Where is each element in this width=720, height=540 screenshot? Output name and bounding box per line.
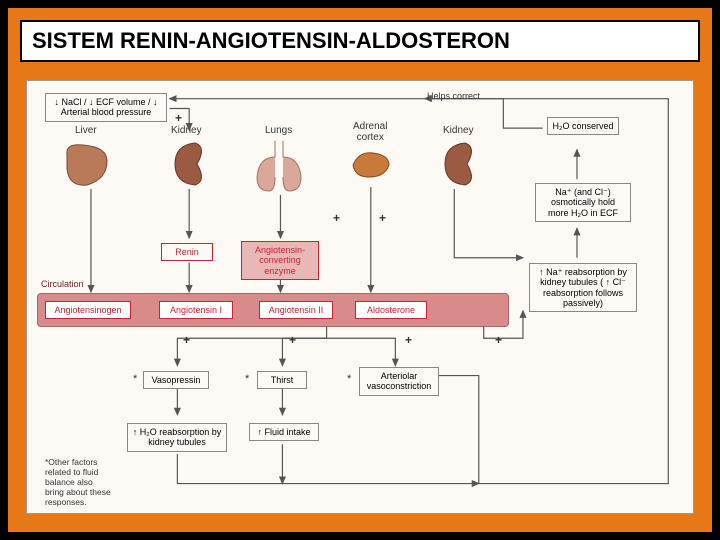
h2o-text: ↑ H₂O reabsorption by kidney tubules (133, 427, 222, 447)
stimulus-box: ↓ NaCl / ↓ ECF volume / ↓ Arterial blood… (45, 93, 167, 122)
liver-icon (63, 139, 111, 189)
thirst-text: Thirst (271, 375, 294, 385)
circulation-label: Circulation (41, 279, 84, 289)
stimulus-text: ↓ NaCl / ↓ ECF volume / ↓ Arterial blood… (54, 97, 157, 117)
plus-3: + (379, 211, 386, 225)
hold-text: Na⁺ (and Cl⁻) osmotically hold more H₂O … (548, 187, 618, 218)
label-kidney: Kidney (171, 125, 202, 136)
label-liver: Liver (75, 125, 97, 136)
ace-box: Angiotensin- converting enzyme (241, 241, 319, 280)
footnote: *Other factors related to fluid balance … (45, 457, 145, 507)
helps-label: Helps correct (427, 91, 480, 101)
label-lungs: Lungs (265, 125, 292, 136)
star-1: * (133, 373, 137, 385)
agt-text: Angiotensinogen (54, 305, 121, 315)
renin-box: Renin (161, 243, 213, 261)
slide-frame: SISTEM RENIN-ANGIOTENSIN-ALDOSTERON (8, 8, 712, 532)
vasopressin-box: Vasopressin (143, 371, 209, 389)
label-adrenal: Adrenal cortex (353, 121, 387, 143)
h2o-conserved-box: H₂O conserved (547, 117, 619, 135)
angiotensinogen-box: Angiotensinogen (45, 301, 131, 319)
kidney-icon (167, 139, 211, 189)
thirst-box: Thirst (257, 371, 307, 389)
na-text: ↑ Na⁺ reabsorption by kidney tubules ( ↑… (539, 267, 627, 308)
a1-text: Angiotensin I (170, 305, 222, 315)
a2-text: Angiotensin II (269, 305, 324, 315)
renin-text: Renin (175, 247, 199, 257)
star-3: * (347, 373, 351, 385)
plus-6: + (405, 333, 412, 347)
adrenal-icon (349, 147, 393, 183)
label-kidney2: Kidney (443, 125, 474, 136)
aldo-text: Aldosterone (367, 305, 415, 315)
lungs-icon (251, 137, 307, 195)
vaso-text: Vasopressin (152, 375, 201, 385)
h2o-reabs-box: ↑ H₂O reabsorption by kidney tubules (127, 423, 227, 452)
plus-7: + (495, 333, 502, 347)
plus-4: + (183, 333, 190, 347)
ace-text: Angiotensin- converting enzyme (255, 245, 305, 276)
angiotensin2-box: Angiotensin II (259, 301, 333, 319)
na-reabs-box: ↑ Na⁺ reabsorption by kidney tubules ( ↑… (529, 263, 637, 312)
arteriolar-box: Arteriolar vasoconstriction (359, 367, 439, 396)
plus-1: + (175, 111, 182, 125)
title-bar: SISTEM RENIN-ANGIOTENSIN-ALDOSTERON (20, 20, 700, 62)
fluid-intake-box: ↑ Fluid intake (249, 423, 319, 441)
aldosterone-box: Aldosterone (355, 301, 427, 319)
fluid-text: ↑ Fluid intake (257, 427, 310, 437)
angiotensin1-box: Angiotensin I (159, 301, 233, 319)
title-text: SISTEM RENIN-ANGIOTENSIN-ALDOSTERON (32, 28, 510, 53)
plus-2: + (333, 211, 340, 225)
osmotic-hold-box: Na⁺ (and Cl⁻) osmotically hold more H₂O … (535, 183, 631, 222)
diagram-panel: ↓ NaCl / ↓ ECF volume / ↓ Arterial blood… (26, 80, 694, 514)
arter-text: Arteriolar vasoconstriction (367, 371, 432, 391)
star-2: * (245, 373, 249, 385)
plus-5: + (289, 333, 296, 347)
kidney2-icon (437, 139, 481, 189)
cons-text: H₂O conserved (552, 121, 613, 131)
